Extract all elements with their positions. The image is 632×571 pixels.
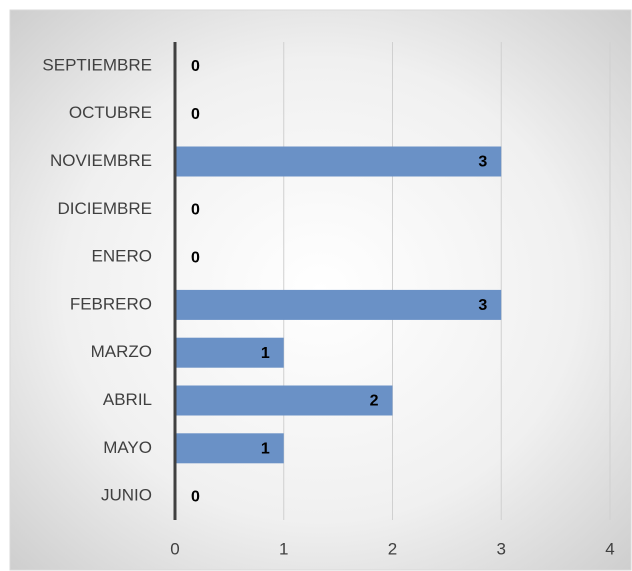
- y-tick-label: SEPTIEMBRE: [42, 55, 152, 74]
- bar: [175, 289, 502, 320]
- y-tick-label: FEBRERO: [70, 294, 152, 313]
- data-label: 1: [261, 345, 270, 362]
- data-label: 0: [191, 106, 200, 123]
- bar: [175, 146, 502, 177]
- data-label: 0: [191, 488, 200, 505]
- x-tick-label: 0: [170, 539, 179, 558]
- bar: [175, 385, 393, 416]
- data-label: 0: [191, 58, 200, 75]
- data-label: 0: [191, 249, 200, 266]
- bar: [175, 337, 284, 368]
- x-tick-label: 4: [605, 539, 614, 558]
- data-label: 0: [191, 202, 200, 219]
- data-label: 3: [478, 154, 487, 171]
- x-tick-label: 1: [279, 539, 288, 558]
- x-tick-label: 2: [388, 539, 397, 558]
- y-tick-label: MAYO: [103, 438, 152, 457]
- bar: [175, 433, 284, 464]
- y-tick-label: NOVIEMBRE: [50, 151, 152, 170]
- y-tick-label: OCTUBRE: [69, 103, 152, 122]
- y-tick-label: ENERO: [92, 247, 152, 266]
- data-label: 1: [261, 441, 270, 458]
- y-tick-label: DICIEMBRE: [58, 199, 152, 218]
- data-label: 2: [370, 393, 379, 410]
- y-tick-label: JUNIO: [101, 486, 152, 505]
- x-tick-label: 3: [497, 539, 506, 558]
- y-tick-label: MARZO: [91, 342, 152, 361]
- data-label: 3: [478, 297, 487, 314]
- y-tick-label: ABRIL: [103, 390, 152, 409]
